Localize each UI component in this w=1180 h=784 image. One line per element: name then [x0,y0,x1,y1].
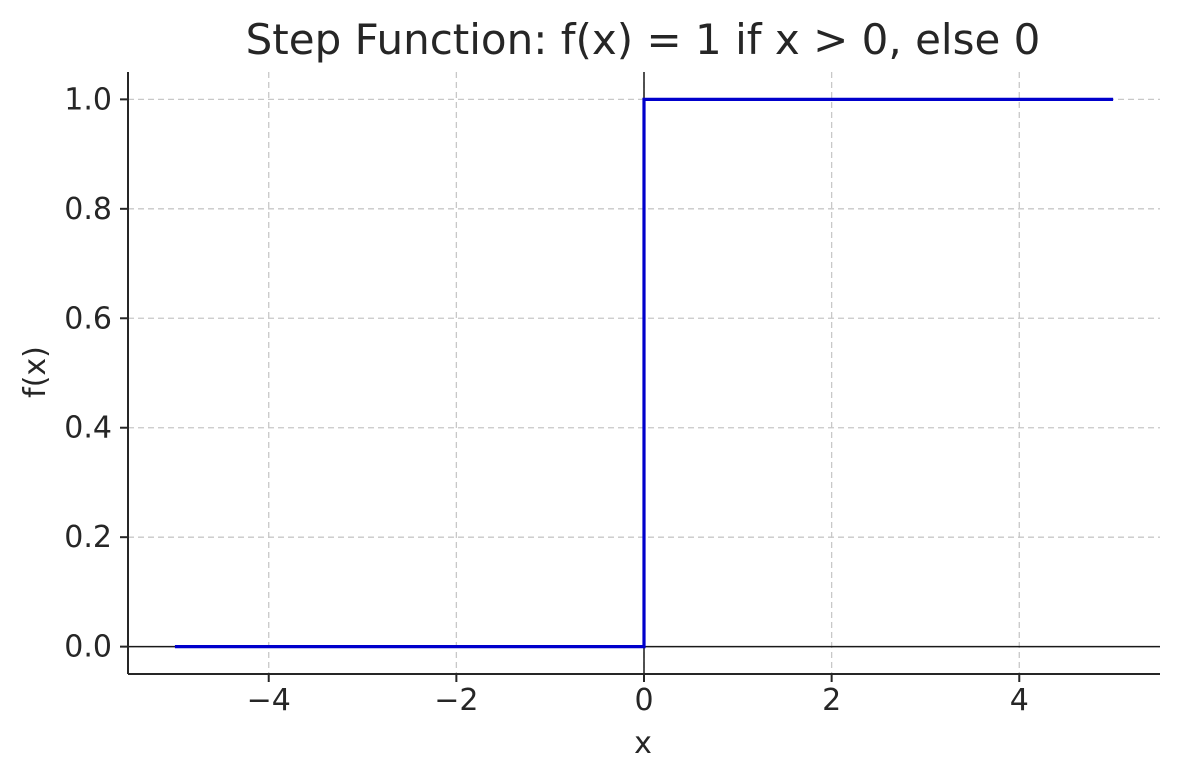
y-tick-label: 0.6 [64,301,112,336]
y-axis-label: f(x) [18,346,53,398]
y-tick-label: 0.0 [64,630,112,665]
y-tick-label: 0.8 [64,192,112,227]
y-tick-label: 1.0 [64,82,112,117]
series-layer [174,97,1114,649]
x-tick-label: 4 [1010,683,1029,718]
x-tick-label: −2 [434,683,478,718]
y-tick-label: 0.4 [64,411,112,446]
x-axis-label: x [634,726,652,761]
ticks-layer: −4 −2 0 2 4 0.0 0.2 0.4 0.6 0.8 1.0 [64,82,1029,718]
x-tick-label: 2 [822,683,841,718]
x-tick-label: −4 [247,683,291,718]
x-tick-label: 0 [634,683,653,718]
chart-title: Step Function: f(x) = 1 if x > 0, else 0 [246,15,1041,64]
y-tick-label: 0.2 [64,520,112,555]
series-line-0 [174,97,1114,649]
